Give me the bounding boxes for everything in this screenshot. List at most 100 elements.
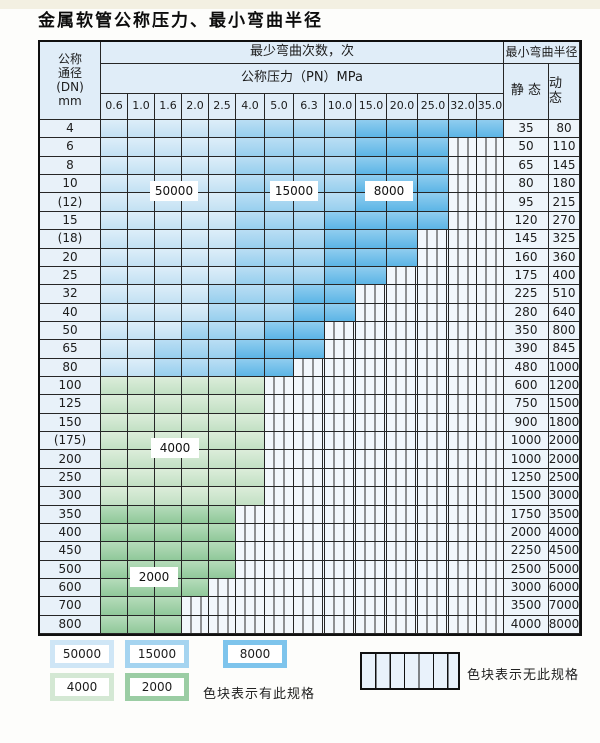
spec-cell <box>128 266 155 286</box>
spec-cell <box>155 321 182 341</box>
no-spec-cell <box>325 340 356 359</box>
spec-cell <box>294 138 325 157</box>
dn-value-cell: 6 <box>40 138 101 157</box>
static-radius-cell: 3500 <box>504 597 549 616</box>
spec-cell <box>209 285 236 304</box>
no-spec-cell <box>387 468 418 488</box>
spec-cell <box>128 487 155 506</box>
spec-cell <box>182 285 209 304</box>
page-top-band <box>0 0 600 9</box>
no-spec-cell <box>418 432 449 451</box>
no-spec-cell <box>325 413 356 433</box>
static-radius-cell: 750 <box>504 395 549 414</box>
dynamic-radius-cell: 1200 <box>549 377 580 396</box>
no-spec-cell <box>356 468 387 488</box>
legend-swatch-label: 4000 <box>55 678 109 696</box>
no-spec-cell <box>356 505 387 524</box>
dn-value-cell: 65 <box>40 340 101 359</box>
spec-cell <box>236 413 265 433</box>
spec-cell <box>182 266 209 286</box>
spec-cell <box>387 248 418 267</box>
dn-value-cell: 50 <box>40 321 101 341</box>
no-spec-cell <box>265 560 294 579</box>
no-spec-cell <box>449 542 477 561</box>
dn-value-cell: 32 <box>40 285 101 304</box>
spec-cell <box>101 468 128 488</box>
dynamic-radius-cell: 2000 <box>549 450 580 469</box>
spec-cell <box>182 340 209 359</box>
spec-cell <box>325 303 356 322</box>
spec-cell <box>155 432 182 451</box>
static-radius-cell: 2500 <box>504 560 549 579</box>
no-spec-cell <box>356 578 387 598</box>
static-radius-cell: 1000 <box>504 432 549 451</box>
spec-cell <box>128 468 155 488</box>
no-spec-cell <box>449 615 477 634</box>
no-spec-cell <box>294 542 325 561</box>
spec-cell <box>265 358 294 377</box>
spec-cell <box>128 248 155 267</box>
no-spec-cell <box>182 615 209 634</box>
dynamic-radius-cell: 510 <box>549 285 580 304</box>
spec-cell <box>325 156 356 176</box>
dn-value-cell: 700 <box>40 597 101 616</box>
no-spec-cell <box>265 468 294 488</box>
spec-cell <box>101 321 128 341</box>
spec-cell <box>155 487 182 506</box>
no-spec-cell <box>209 578 236 598</box>
spec-cell <box>101 175 128 194</box>
static-radius-cell: 2000 <box>504 523 549 543</box>
no-spec-cell <box>325 615 356 634</box>
spec-cell <box>387 193 418 212</box>
no-spec-cell <box>294 560 325 579</box>
no-spec-cell <box>449 303 477 322</box>
static-radius-cell: 600 <box>504 377 549 396</box>
spec-cell <box>236 156 265 176</box>
spec-cell <box>265 248 294 267</box>
dn-value-cell: 25 <box>40 266 101 286</box>
spec-cell <box>294 248 325 267</box>
no-spec-cell <box>325 560 356 579</box>
no-spec-cell <box>418 266 449 286</box>
spec-cell <box>182 542 209 561</box>
pressure-tick: 6.3 <box>294 94 325 120</box>
spec-cell <box>236 395 265 414</box>
dn-value-cell: 15 <box>40 211 101 231</box>
dynamic-header: 动 态 <box>549 64 580 120</box>
no-spec-cell <box>356 432 387 451</box>
dn-value-cell: 200 <box>40 450 101 469</box>
no-spec-cell <box>418 377 449 396</box>
legend-swatch-label: 15000 <box>130 645 184 663</box>
no-spec-cell <box>418 597 449 616</box>
dn-value-cell: 4 <box>40 120 101 139</box>
no-spec-cell <box>449 395 477 414</box>
no-spec-cell <box>265 615 294 634</box>
static-radius-cell: 50 <box>504 138 549 157</box>
pressure-radius-table: 公称 通径 (DN) mm 最少弯曲次数，次 最小弯曲半径 公称压力（PN）MP… <box>38 40 582 636</box>
no-spec-cell <box>449 156 477 176</box>
spec-cell <box>209 340 236 359</box>
pressure-tick: 10.0 <box>325 94 356 120</box>
dn-value-cell: 40 <box>40 303 101 322</box>
spec-cell <box>209 377 236 396</box>
spec-cell <box>236 303 265 322</box>
spec-cell <box>155 597 182 616</box>
spec-cell <box>155 542 182 561</box>
spec-cell <box>265 340 294 359</box>
spec-cell <box>265 303 294 322</box>
no-spec-cell <box>449 450 477 469</box>
spec-cell <box>209 487 236 506</box>
spec-cell <box>182 193 209 212</box>
no-spec-cell <box>356 340 387 359</box>
spec-cell <box>418 175 449 194</box>
spec-cell <box>101 578 128 598</box>
no-spec-cell <box>477 560 504 579</box>
no-spec-cell <box>418 321 449 341</box>
static-radius-cell: 900 <box>504 413 549 433</box>
spec-cell <box>155 193 182 212</box>
spec-cell <box>101 450 128 469</box>
no-spec-cell <box>477 523 504 543</box>
spec-cell <box>128 303 155 322</box>
dynamic-radius-cell: 80 <box>549 120 580 139</box>
no-spec-cell <box>356 358 387 377</box>
